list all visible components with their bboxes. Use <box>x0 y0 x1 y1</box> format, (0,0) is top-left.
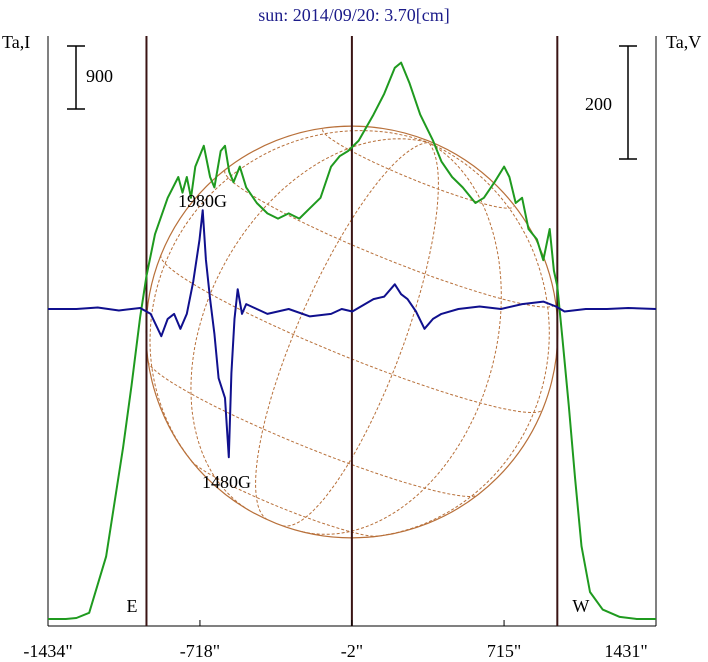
disk-grid-line <box>322 129 515 209</box>
disk-grid-line <box>301 142 502 535</box>
disk-grid-line <box>191 460 378 537</box>
left-axis-label: Ta,I <box>2 32 30 52</box>
series-lines <box>48 61 657 620</box>
x-tick-label: 715" <box>487 641 521 661</box>
disk-grid-line <box>366 142 550 538</box>
series-line-intensity <box>48 61 656 620</box>
right-axis-label: Ta,V <box>666 32 701 52</box>
annotation-1480g: 1480G <box>202 472 251 492</box>
x-ticks: -1434" -718" -2" 715" 1431" <box>23 620 657 661</box>
disk-grid-line <box>282 142 439 527</box>
disk-grid-line <box>224 170 556 308</box>
chart-title: sun: 2014/09/20: 3.70[cm] <box>258 5 450 25</box>
x-tick-label: -1434" <box>23 641 72 661</box>
disk-grid-line <box>147 361 479 497</box>
series-line-polarization <box>48 209 657 459</box>
scale-bars: 900 200 <box>67 45 637 160</box>
disk-grid-line <box>149 130 429 471</box>
east-limb-label: E <box>126 596 137 616</box>
disk-grid-line <box>160 254 544 413</box>
polarization-scale-label: 200 <box>585 94 612 114</box>
x-tick-label: -2" <box>341 641 363 661</box>
x-tick-label: 1431" <box>604 641 647 661</box>
x-tick-label: -718" <box>180 641 220 661</box>
annotations: 1980G 1480G <box>178 191 251 492</box>
west-limb-label: W <box>572 596 589 616</box>
intensity-scale-label: 900 <box>86 66 113 86</box>
annotation-1980g: 1980G <box>178 191 227 211</box>
disk-grid-line <box>255 142 429 520</box>
